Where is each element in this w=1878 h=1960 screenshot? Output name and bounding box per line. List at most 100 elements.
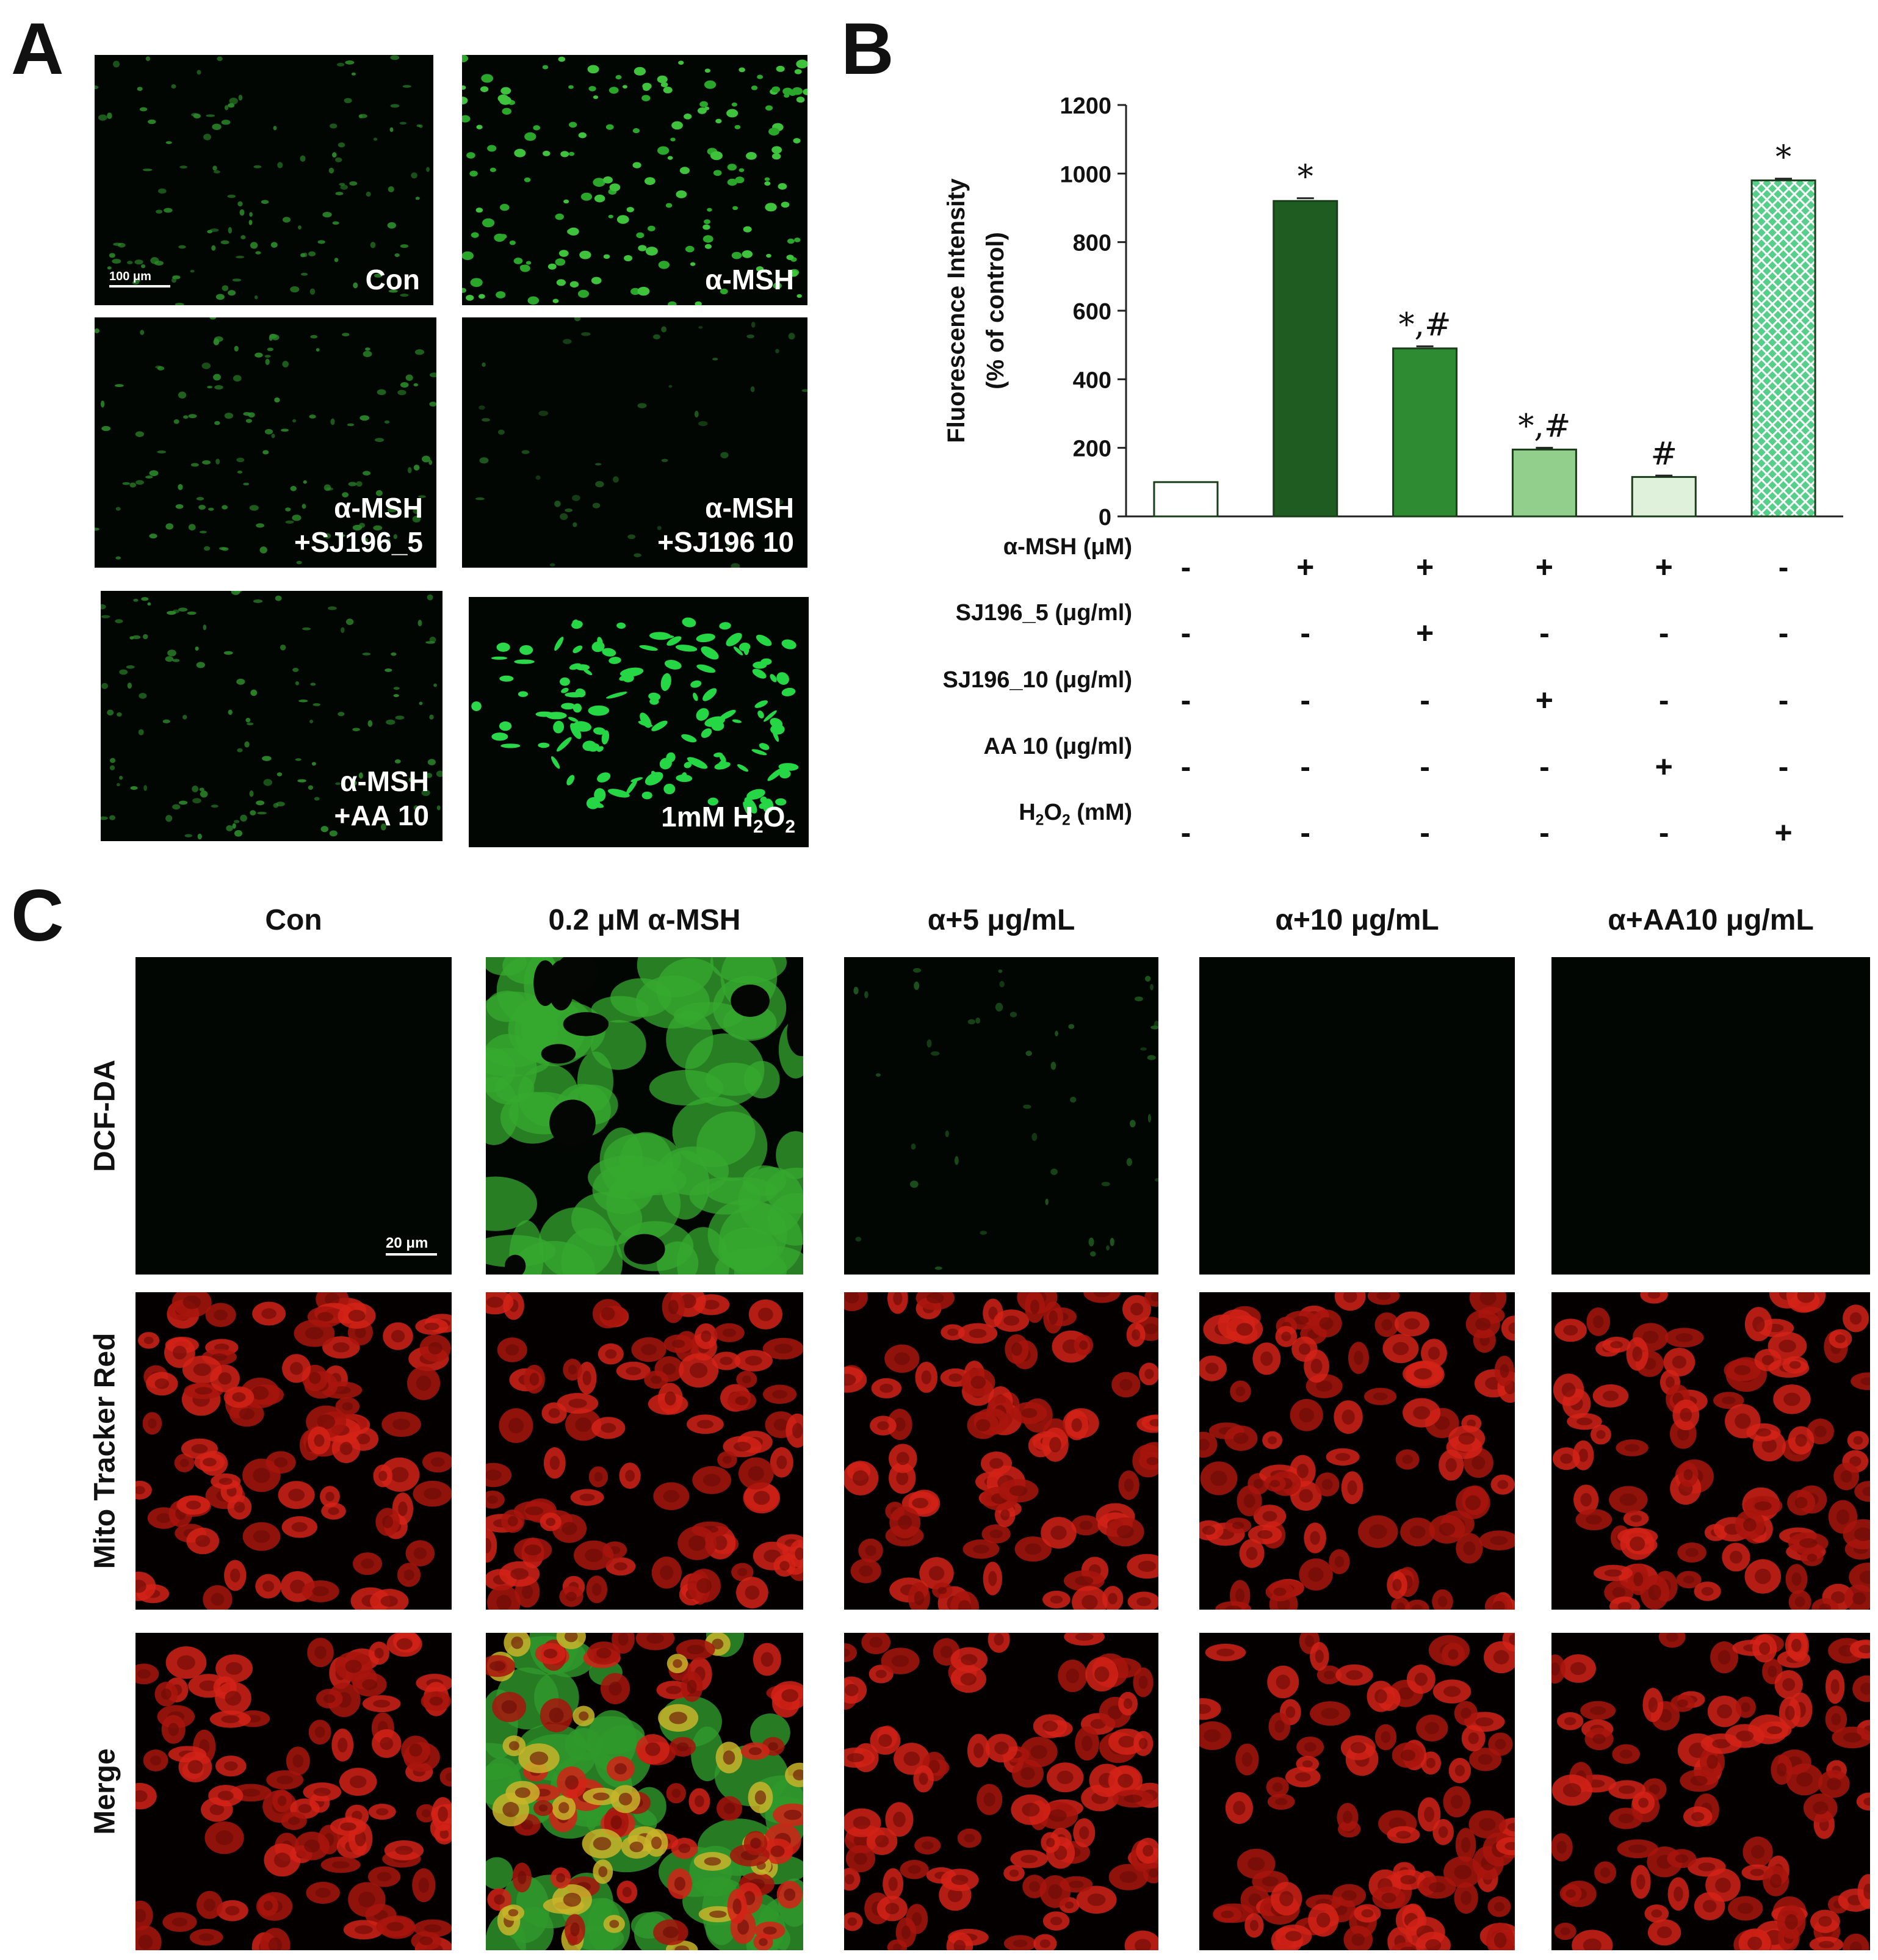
condition-sign: - [1420, 683, 1430, 717]
bar [1631, 476, 1697, 518]
condition-label: H2O2 (mM) [1019, 800, 1132, 829]
micrograph-red [1199, 1633, 1515, 1950]
condition-sign: + [1535, 683, 1554, 717]
scale-bar-label: 100 μm [109, 270, 151, 283]
condition-sign: - [1658, 616, 1669, 650]
condition-sign: - [1180, 815, 1191, 850]
panel-c-image [486, 957, 803, 1275]
column-header: Con [265, 904, 322, 936]
significance-annotation: *,# [1399, 306, 1451, 343]
panel-letter-c: C [11, 875, 64, 956]
condition-sign: - [1300, 815, 1311, 850]
condition-label: SJ196_10 (μg/ml) [942, 667, 1132, 693]
micrograph-red [844, 1633, 1158, 1950]
micrograph-red [1551, 1292, 1870, 1610]
significance-annotation: * [1775, 139, 1791, 176]
significance-annotation: # [1650, 436, 1677, 472]
bar [1511, 448, 1577, 518]
y-tick-label: 400 [1073, 367, 1111, 393]
micrograph-green-faint [844, 957, 1158, 1275]
condition-sign: - [1420, 815, 1430, 850]
y-axis-label: (% of control) [982, 232, 1009, 389]
condition-sign: - [1180, 683, 1191, 717]
panel-c-image [1199, 1292, 1515, 1610]
condition-sign: - [1180, 616, 1191, 650]
panel-c-image [1551, 1633, 1870, 1950]
condition-sign: - [1658, 683, 1669, 717]
condition-sign: + [1655, 550, 1673, 584]
condition-sign: - [1539, 750, 1550, 784]
y-tick-label: 600 [1073, 299, 1111, 325]
panel-a-image-label: α-MSH +AA 10 [334, 765, 429, 831]
bar [1153, 481, 1219, 518]
micrograph-red [135, 1292, 452, 1610]
micrograph-dark [1551, 957, 1870, 1275]
panel-a-image-label: Con [365, 263, 420, 295]
condition-sign: - [1300, 750, 1311, 784]
panel-c-image: 20 μm [135, 957, 452, 1275]
condition-sign: + [1655, 750, 1673, 784]
panel-a-image-label: α-MSH +SJ196_5 [294, 491, 423, 558]
micrograph-merge [486, 1633, 803, 1950]
bar [1273, 200, 1338, 518]
panel-a-image-5: α-MSH +AA 10 [101, 591, 442, 841]
micrograph-green-sparse [95, 317, 436, 568]
panel-a-image-label: α-MSH [705, 263, 794, 295]
fluorescence-bar-chart: 0 200 400 600 800 1000 1200 Fluorescence Intens… [943, 93, 1843, 530]
micrograph-green-bright [462, 55, 807, 305]
panel-a-image-6: 1mM H2O2 [469, 597, 809, 847]
condition-sign: - [1658, 815, 1669, 850]
condition-sign: - [1539, 815, 1550, 850]
panel-c-image [844, 1292, 1158, 1610]
micrograph-green-mesh [486, 957, 803, 1275]
condition-sign: - [1778, 550, 1789, 584]
panel-letter-a: A [11, 8, 64, 90]
scale-bar: 20 μm [386, 1235, 437, 1256]
panel-c-image [486, 1292, 803, 1610]
y-tick-label: 1200 [1060, 93, 1111, 119]
micrograph-green-sparse [101, 591, 442, 841]
condition-sign: + [1774, 815, 1793, 850]
y-tick-label: 1000 [1060, 162, 1111, 187]
panel-c-image [486, 1633, 803, 1950]
panel-c-image [844, 1633, 1158, 1950]
bar [1392, 347, 1458, 518]
y-tick-label: 200 [1073, 436, 1111, 462]
micrograph-green-cluster [469, 597, 809, 847]
micrograph-dark [1199, 957, 1515, 1275]
panel-c-image [1199, 957, 1515, 1275]
panel-c-image [135, 1292, 452, 1610]
condition-sign: - [1778, 616, 1789, 650]
row-header: DCF-DA [88, 1060, 121, 1172]
condition-label: SJ196_5 (μg/ml) [955, 600, 1132, 626]
micrograph-dark [135, 957, 452, 1275]
scale-bar-label: 20 μm [386, 1235, 428, 1251]
condition-sign: - [1778, 683, 1789, 717]
micrograph-red [135, 1633, 452, 1950]
micrograph-red [1199, 1292, 1515, 1610]
row-header: Mito Tracker Red [88, 1333, 121, 1569]
significance-annotation: * [1298, 159, 1313, 195]
panel-c-image [1551, 957, 1870, 1275]
panel-a-image-4: α-MSH +SJ196 10 [462, 317, 807, 568]
condition-sign: - [1180, 750, 1191, 784]
micrograph-green-faint [462, 317, 807, 568]
condition-sign: + [1535, 550, 1554, 584]
bar [1750, 179, 1816, 518]
condition-sign: + [1415, 616, 1434, 650]
scale-bar: 100 μm [109, 270, 170, 287]
panel-a-image-1: Con 100 μm [95, 55, 433, 305]
micrograph-red [1551, 1633, 1870, 1950]
condition-sign: - [1300, 683, 1311, 717]
condition-label: α-MSH (μM) [1003, 534, 1132, 560]
panel-c-image [1199, 1633, 1515, 1950]
panel-a-image-label: 1mM H2O2 [661, 801, 795, 837]
panel-c-image [1551, 1292, 1870, 1610]
micrograph-red [844, 1292, 1158, 1610]
condition-sign: - [1420, 750, 1430, 784]
condition-sign: - [1778, 750, 1789, 784]
column-header: α+5 μg/mL [927, 904, 1075, 936]
condition-label: AA 10 (μg/ml) [983, 734, 1132, 759]
scale-bar-line [109, 285, 170, 287]
panel-a-image-3: α-MSH +SJ196_5 [95, 317, 436, 568]
